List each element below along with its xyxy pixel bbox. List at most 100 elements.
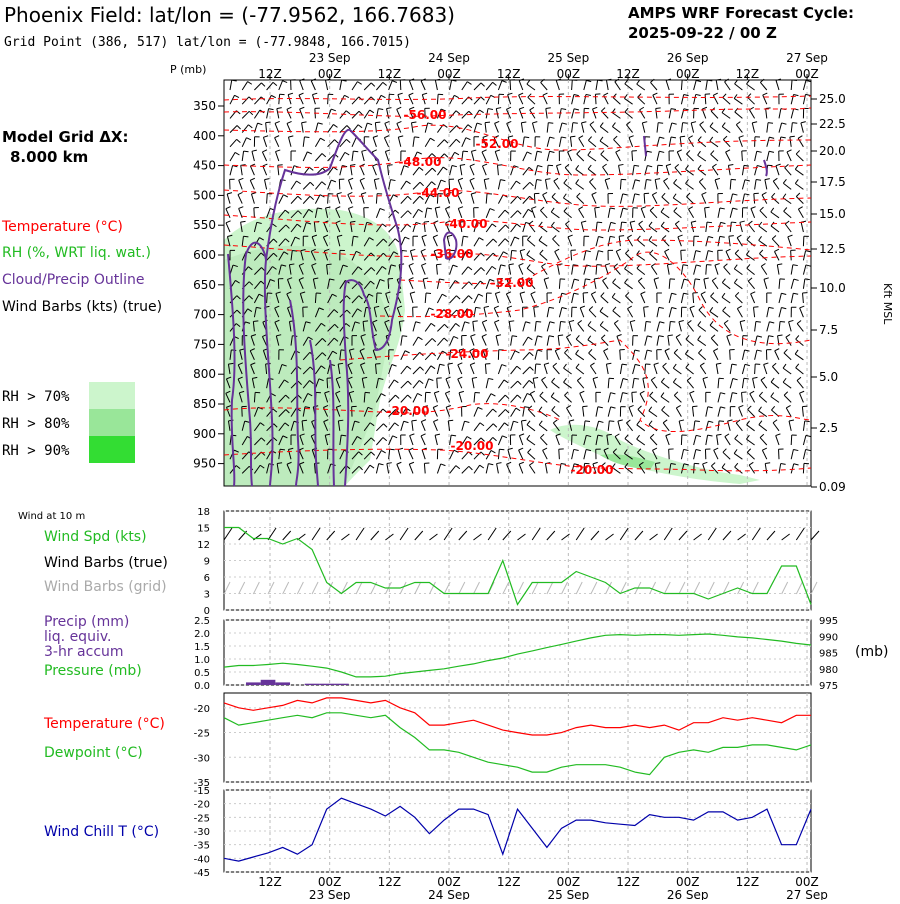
- true-wind-barb: [738, 534, 746, 540]
- wind-barb: [494, 306, 499, 317]
- wind-barb: [238, 192, 243, 203]
- wind-barb: [730, 194, 737, 204]
- wind-barb: [578, 320, 584, 331]
- wind-barb: [498, 449, 504, 459]
- wind-barb: [523, 393, 532, 402]
- wind-barb: [498, 210, 508, 218]
- wind-barb: [740, 321, 745, 332]
- wind-barb: [519, 434, 524, 445]
- wind-barb: [389, 436, 398, 445]
- wind-barb: [474, 423, 484, 431]
- wind-barb: [482, 334, 487, 345]
- wind-barb: [486, 464, 493, 474]
- wind-barb: [486, 266, 496, 274]
- wind-barb: [474, 123, 482, 133]
- wind-barb: [612, 123, 620, 133]
- wind-barb: [710, 123, 718, 133]
- wind-barb: [287, 107, 292, 118]
- wind-barb: [637, 435, 645, 445]
- true-wind-barb: [268, 528, 276, 540]
- wind-barb: [800, 306, 805, 317]
- pressure-label: Pressure (mb): [44, 663, 142, 679]
- wind-barb: [519, 462, 524, 473]
- wind-barb: [706, 80, 712, 90]
- wind-barb: [527, 435, 535, 445]
- height-kft-label: 20.0: [819, 144, 846, 158]
- wind-barb: [486, 224, 496, 232]
- wind-barb: [764, 363, 769, 374]
- wind-barb: [530, 391, 535, 402]
- wind-barb: [498, 365, 506, 374]
- wind-barb: [543, 192, 548, 203]
- wind-barb: [653, 93, 658, 104]
- true-wind-barb: [547, 531, 555, 540]
- wind-barb: [528, 94, 535, 105]
- wind-barb: [608, 208, 615, 218]
- wind-barb: [755, 137, 760, 147]
- wind-barb: [795, 179, 803, 189]
- wind-barb: [669, 449, 674, 459]
- true-wind-barb: [650, 534, 658, 540]
- wind-barb: [713, 349, 718, 360]
- wind-barb: [486, 378, 493, 388]
- wind-barb: [552, 378, 560, 388]
- wind-barb: [588, 151, 596, 161]
- wind-barb: [740, 221, 745, 232]
- wind-barb: [437, 464, 445, 473]
- wind-barb: [523, 167, 533, 175]
- wind-barb: [613, 94, 620, 104]
- grid-wind-barb: [473, 582, 479, 594]
- wind-barb: [583, 406, 588, 417]
- wind-barb: [735, 108, 743, 118]
- wind-barb: [519, 93, 524, 104]
- pressure-level-label: 450: [193, 159, 216, 173]
- wind-barb: [254, 83, 265, 90]
- wind-barb: [531, 292, 536, 303]
- wind-barb: [474, 281, 484, 289]
- wind-barb: [462, 466, 473, 473]
- wind-barb: [608, 407, 615, 417]
- wind-barb: [523, 352, 533, 359]
- wind-barb: [651, 264, 657, 275]
- wind-barb: [413, 307, 418, 317]
- wind-barb: [401, 435, 406, 445]
- wind-barb: [436, 264, 441, 274]
- temp-contour-label: -28.00: [431, 307, 474, 321]
- wind-barb: [540, 207, 547, 218]
- panel-frame: [224, 620, 811, 685]
- wind-barb: [655, 179, 660, 190]
- wind-barb: [534, 307, 539, 318]
- wind-barb: [593, 377, 598, 388]
- wind-barb: [315, 154, 325, 161]
- rh80-swatch: [89, 409, 135, 436]
- bottom-tick-label: 00Z: [318, 875, 342, 889]
- wind-barb: [485, 364, 490, 374]
- wind-barb: [239, 178, 244, 189]
- true-wind-barb: [591, 531, 599, 540]
- wind-barb: [755, 166, 762, 176]
- wind-barb: [772, 235, 779, 246]
- wind-barb: [633, 364, 640, 374]
- wind-barb: [728, 164, 733, 175]
- grid-wind-barb: [782, 582, 788, 594]
- wind-barb: [729, 236, 734, 247]
- pressure-level-label: 550: [193, 218, 216, 232]
- pressure-level-label: 600: [193, 248, 216, 262]
- true-wind-barb: [415, 531, 423, 540]
- wind-barb: [736, 420, 742, 431]
- temp-contour-label: -52.00: [476, 137, 519, 151]
- wind-barb: [572, 307, 577, 317]
- wind-barb: [767, 322, 774, 332]
- wind-barb: [737, 306, 742, 317]
- wind-barb: [680, 136, 685, 147]
- wind-barb: [581, 221, 586, 232]
- true-wind-barb: [224, 528, 232, 540]
- height-kft-label: 15.0: [819, 207, 846, 221]
- wind-barb: [747, 94, 754, 105]
- wind-barb: [608, 236, 615, 246]
- wind-barb: [779, 94, 784, 104]
- wind-barb: [601, 293, 608, 303]
- wind-barb: [547, 322, 554, 332]
- wind-barb: [654, 363, 659, 374]
- wind-barb: [389, 81, 397, 90]
